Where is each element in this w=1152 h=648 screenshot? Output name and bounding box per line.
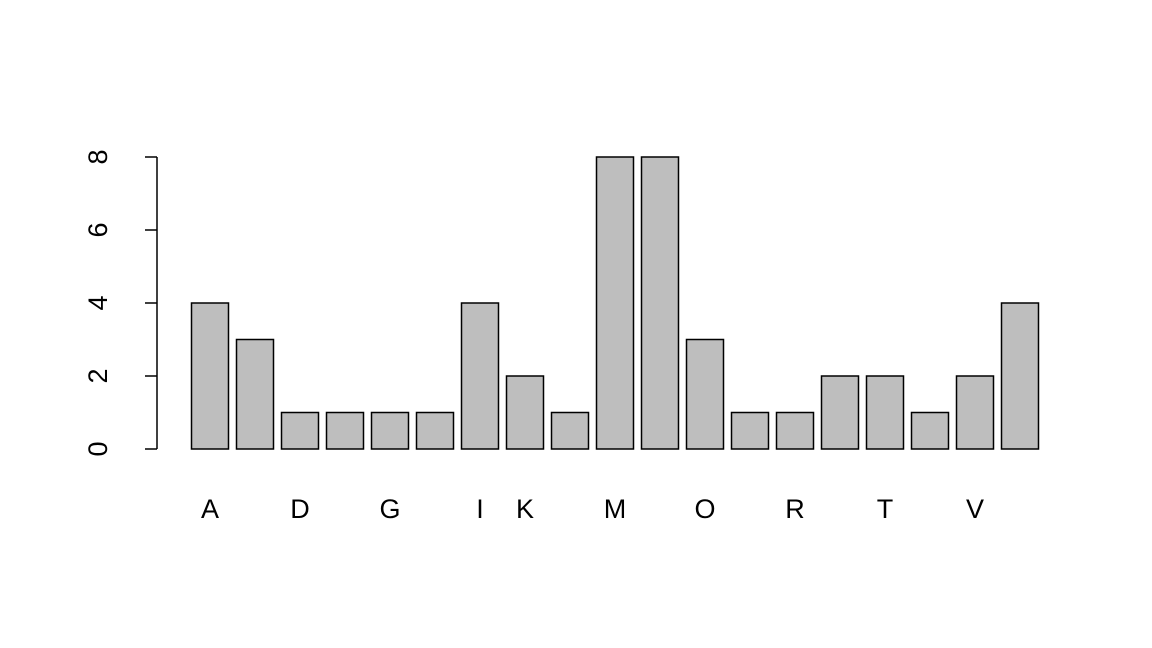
bar [415,411,455,450]
y-tick-label: 8 [83,149,113,164]
bar [640,156,680,450]
x-tick-label: T [877,494,894,524]
bar [730,411,770,450]
bar [460,302,500,450]
bar [325,411,365,450]
x-tick-label: O [694,494,715,524]
bar [820,375,860,450]
bar [955,375,995,450]
x-tick-label: G [379,494,400,524]
y-tick-label: 0 [83,441,113,456]
x-tick-label: D [290,494,310,524]
bar [595,156,635,450]
y-tick-label: 4 [83,295,113,310]
bar [775,411,815,450]
bar [235,338,275,450]
y-tick-label: 6 [83,222,113,237]
x-tick-label: M [604,494,627,524]
x-tick-label: V [966,494,984,524]
bar [865,375,905,450]
bar [550,411,590,450]
y-tick-label: 2 [83,368,113,383]
bar [1000,302,1040,450]
x-tick-label: R [785,494,805,524]
bar [190,302,230,450]
x-tick-label: I [476,494,484,524]
bar [685,338,725,450]
bar [505,375,545,450]
bar [370,411,410,450]
x-tick-label: K [516,494,534,524]
bar [280,411,320,450]
x-tick-label: A [201,494,219,524]
bar [910,411,950,450]
